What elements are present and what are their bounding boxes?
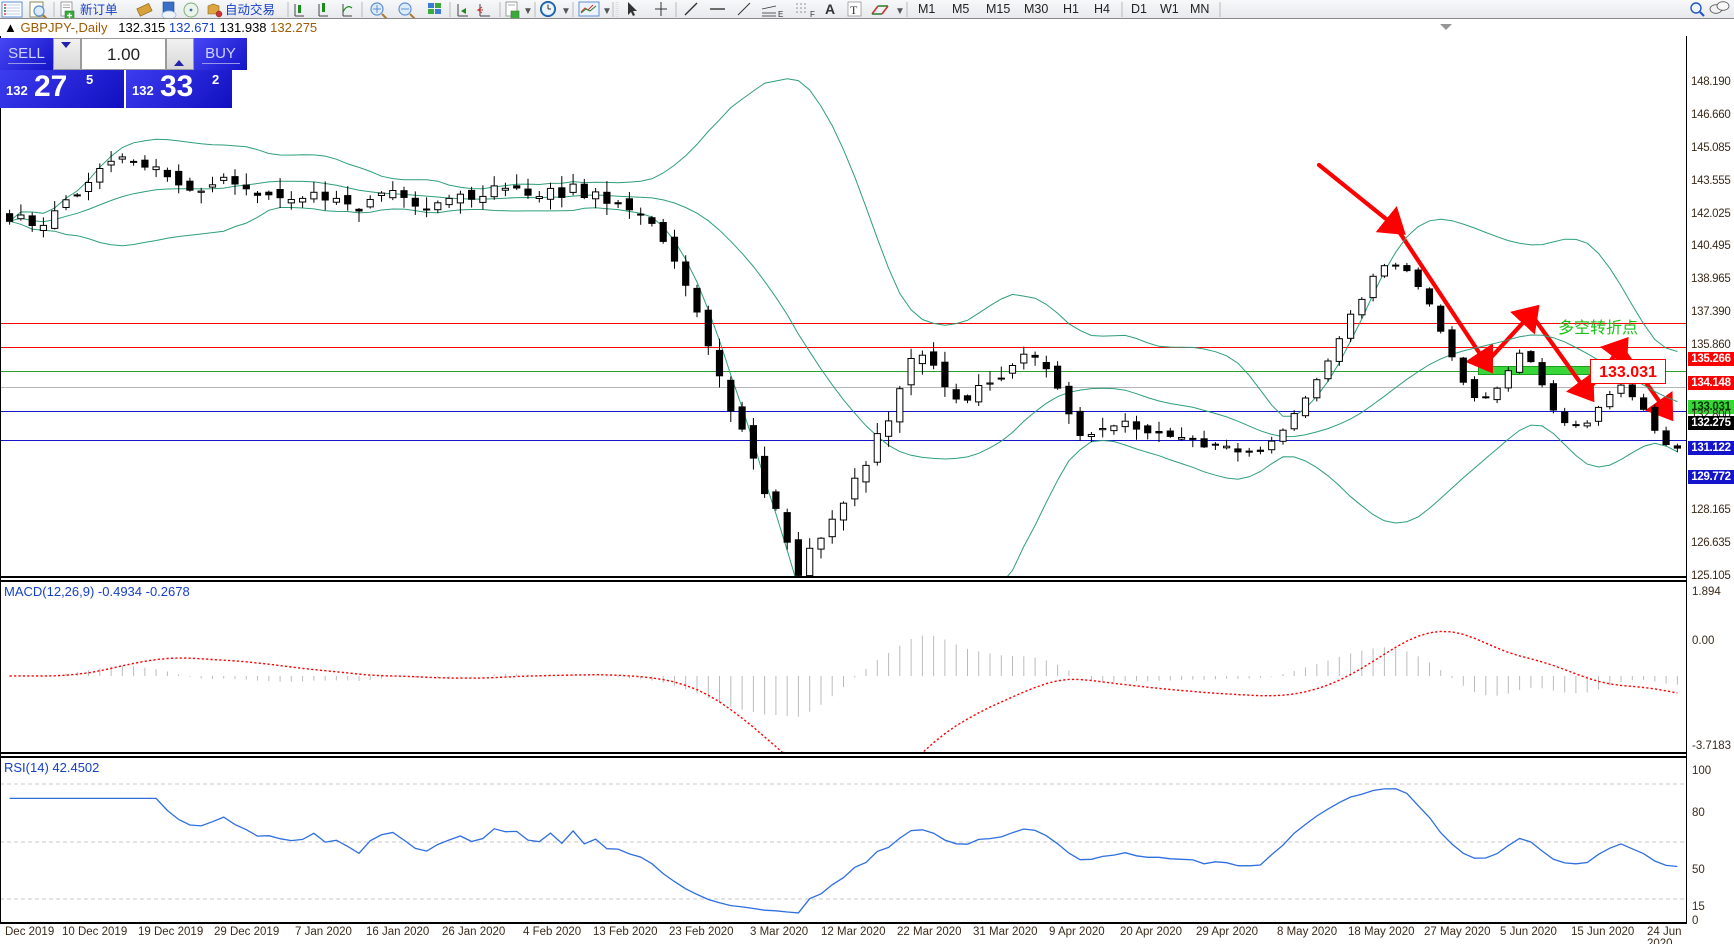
svg-text:E: E	[778, 10, 783, 19]
svg-text:新订单: 新订单	[80, 2, 118, 17]
svg-text:D1: D1	[1131, 2, 1147, 16]
svg-text:A: A	[825, 1, 835, 17]
svg-text:H4: H4	[1094, 2, 1110, 16]
svg-text:F: F	[810, 10, 815, 19]
svg-text:▼: ▼	[561, 6, 571, 17]
svg-text:▼: ▼	[895, 6, 905, 17]
svg-text:M30: M30	[1024, 2, 1048, 16]
svg-text:H1: H1	[1063, 2, 1079, 16]
svg-text:▼: ▼	[602, 6, 612, 17]
svg-text:M15: M15	[986, 2, 1010, 16]
svg-text:M1: M1	[918, 2, 935, 16]
svg-text:自动交易: 自动交易	[225, 2, 275, 17]
svg-text:▼: ▼	[523, 6, 533, 17]
svg-text:T: T	[850, 3, 858, 17]
svg-text:M5: M5	[952, 2, 969, 16]
svg-text:MN: MN	[1190, 2, 1209, 16]
svg-text:W1: W1	[1160, 2, 1179, 16]
